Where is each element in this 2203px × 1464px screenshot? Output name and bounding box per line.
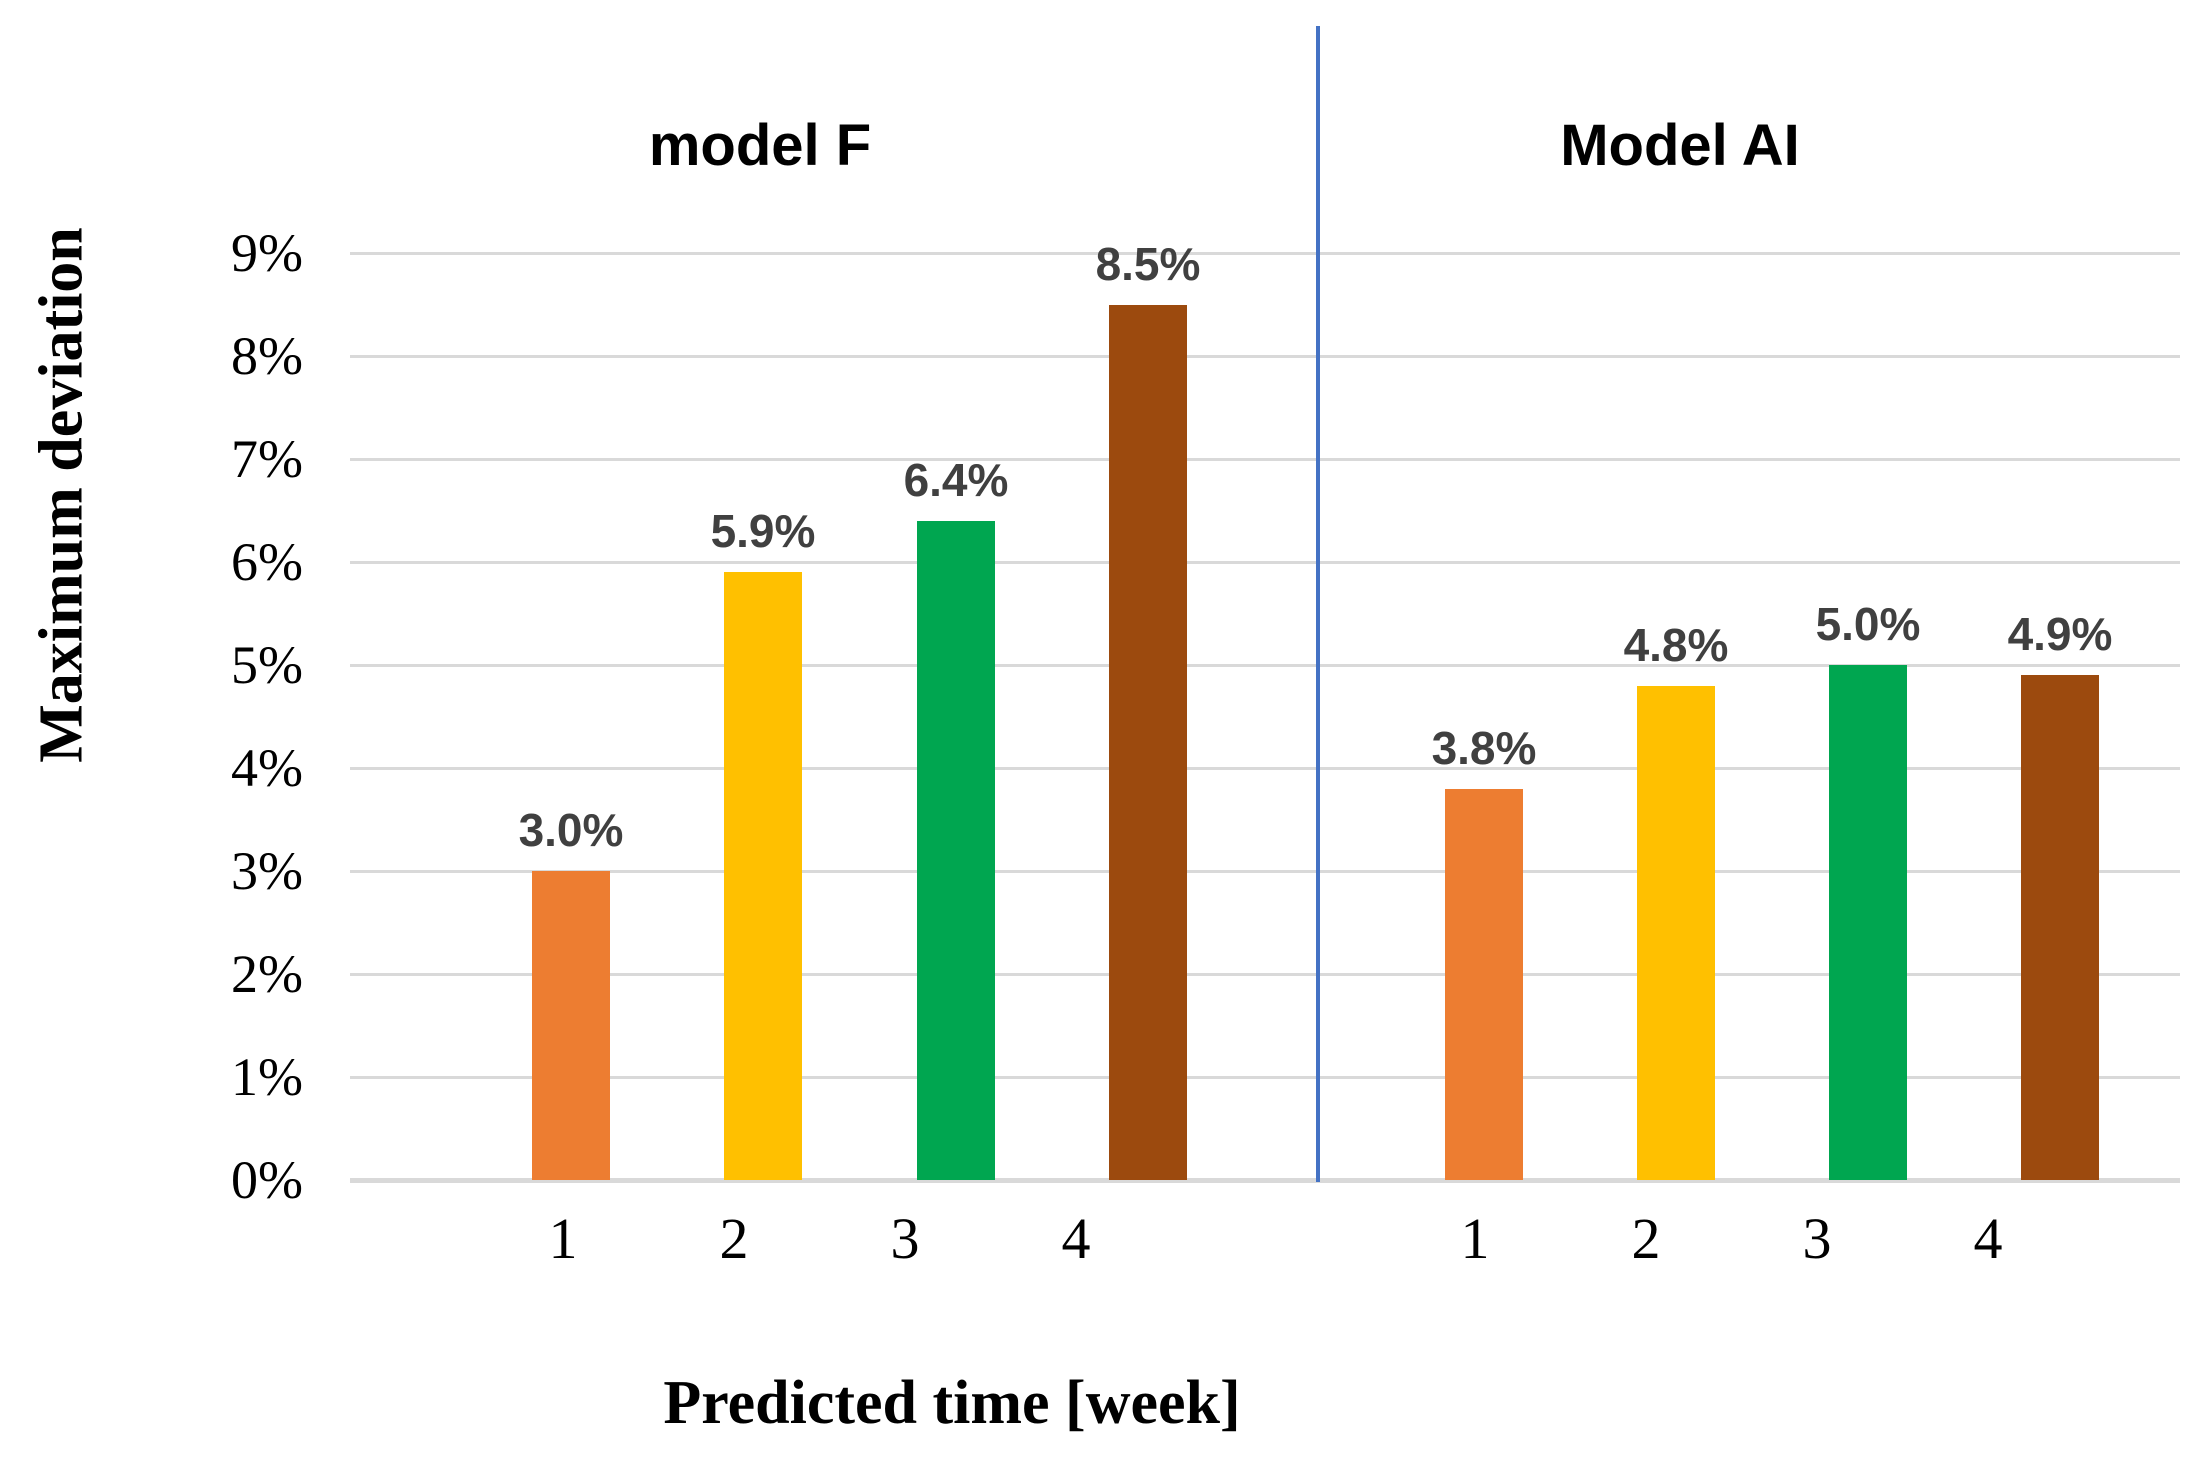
group-title-model-ai: Model AI (1560, 113, 1800, 178)
x-category-label: 2 (719, 1206, 749, 1271)
bar-week-4 (1109, 304, 1187, 1180)
group-title-model-f: model F (648, 113, 872, 178)
y-tick-label: 9% (231, 223, 303, 283)
y-tick-label: 8% (231, 326, 303, 386)
bar-data-label: 6.4% (903, 453, 1009, 506)
y-tick-label: 3% (231, 841, 303, 901)
x-category-label: 1 (548, 1206, 578, 1271)
x-category-label: 2 (1631, 1206, 1661, 1271)
x-category-label: 3 (890, 1206, 920, 1271)
bar-week-3 (917, 520, 995, 1180)
x-axis-title: Predicted time [week] (663, 1369, 1241, 1437)
bar-data-label: 3.8% (1431, 721, 1537, 774)
gridline (350, 870, 2180, 873)
bar-data-label: 4.9% (2007, 608, 2113, 661)
y-tick-label: 6% (231, 532, 303, 592)
gridline (350, 664, 2180, 667)
y-tick-label: 7% (231, 429, 303, 489)
gridline (350, 973, 2180, 976)
gridline (350, 767, 2180, 770)
bar-week-1 (532, 871, 610, 1180)
bar-week-1 (1445, 788, 1523, 1180)
y-tick-label: 1% (231, 1047, 303, 1107)
group-divider-line (1316, 26, 1320, 1182)
x-axis-line (350, 1178, 2180, 1183)
gridline (350, 355, 2180, 358)
gridline (350, 458, 2180, 461)
gridline (350, 252, 2180, 255)
bar-week-2 (724, 572, 802, 1180)
gridline (350, 561, 2180, 564)
bar-data-label: 8.5% (1095, 237, 1201, 290)
y-axis-title: Maximum deviation (27, 227, 96, 763)
x-category-label: 1 (1460, 1206, 1490, 1271)
x-category-label: 4 (1973, 1206, 2003, 1271)
bar-week-3 (1829, 665, 1907, 1180)
bar-week-2 (1637, 685, 1715, 1180)
bar-week-4 (2021, 675, 2099, 1180)
x-category-label: 4 (1061, 1206, 1091, 1271)
bar-data-label: 4.8% (1623, 618, 1729, 671)
bar-data-label: 5.9% (710, 505, 816, 558)
bar-data-label: 5.0% (1815, 598, 1921, 650)
y-tick-label: 5% (231, 635, 303, 695)
y-tick-label: 0% (231, 1150, 303, 1210)
gridline (350, 1076, 2180, 1079)
y-tick-label: 4% (231, 738, 303, 798)
y-tick-label: 2% (231, 944, 303, 1004)
bar-data-label: 3.0% (518, 804, 624, 856)
x-category-label: 3 (1802, 1206, 1832, 1271)
